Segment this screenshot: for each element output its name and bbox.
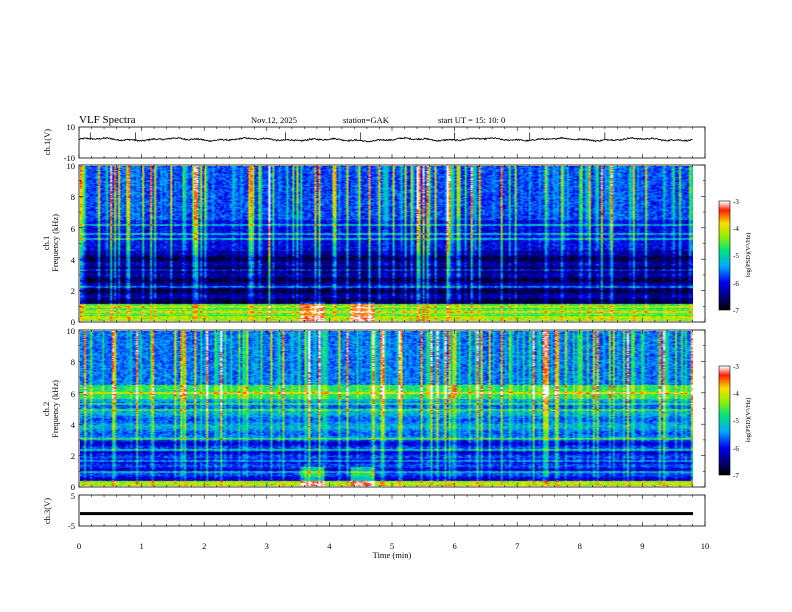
ch3-waveform-panel: 5 -5 ch.3(V) 0 1 2 3 4 5 6 7 8 9 10 Time… (42, 491, 709, 560)
ch2-spectrogram-panel: 0 2 4 6 8 10 ch.2 Frequency (kHz) (41, 326, 706, 492)
xtick-10: 10 (701, 541, 710, 551)
ch1-waveform-frame (78, 126, 706, 159)
xtick-9: 9 (640, 541, 644, 551)
ch1-ytick-10: 10 (67, 161, 76, 171)
ch2-cb-tick-m4: -4 (733, 390, 739, 398)
ch3-waveform-ylabel: ch.3(V) (42, 498, 52, 524)
start-ut-label: start UT = 15: 10: 0 (438, 115, 505, 125)
ch1-waveform-x-ticks (78, 127, 706, 158)
xtick-6: 6 (452, 541, 456, 551)
ch2-spectrogram-image (80, 331, 693, 486)
ch1-ytick-8: 8 (71, 192, 75, 202)
ch1-ytick-0: 0 (71, 317, 75, 327)
date-label: Nov.12, 2025 (251, 115, 297, 125)
ch1-waveform-panel: 10 -10 ch.1(V) (42, 122, 706, 163)
xtick-0: 0 (77, 541, 81, 551)
ch1-ytick-6: 6 (71, 224, 75, 234)
ch1-cb-tick-m3: -3 (733, 198, 739, 206)
ch2-cb-tick-m3: -3 (733, 363, 739, 371)
ch1-spectrogram-ylabel-channel: ch.1 (41, 236, 51, 250)
ch2-colorbar: -3 -4 -5 -6 -7 log(PSD)(V²/Hz) (718, 363, 752, 480)
ch1-waveform-ytick-bottom: -10 (64, 153, 75, 163)
ch2-spectrogram-y-ticks: 0 2 4 6 8 10 (67, 326, 76, 492)
xtick-3: 3 (265, 541, 269, 551)
xtick-4: 4 (327, 541, 332, 551)
ch2-ytick-6: 6 (71, 389, 75, 399)
ch3-waveform-ytick-bottom: -5 (68, 521, 75, 531)
ch1-spectrogram-ylabel-frequency: Frequency (kHz) (50, 214, 60, 272)
ch1-waveform-ylabel: ch.1(V) (42, 129, 52, 155)
station-label: station=GAK (343, 115, 390, 125)
ch1-spectrogram-y-ticks: 0 2 4 6 8 10 (67, 161, 76, 327)
ch1-cb-tick-m4: -4 (733, 225, 739, 233)
ch2-ytick-8: 8 (71, 357, 75, 367)
time-axis-label: Time (min) (373, 550, 412, 560)
ch2-cb-tick-m6: -6 (733, 445, 739, 453)
ch2-ytick-0: 0 (71, 482, 75, 492)
xtick-8: 8 (578, 541, 582, 551)
ch1-cb-tick-m6: -6 (733, 280, 739, 288)
ch2-spectrogram-ylabel-frequency: Frequency (kHz) (50, 380, 60, 438)
ch1-ytick-4: 4 (71, 255, 76, 265)
ch3-waveform-frame (78, 494, 706, 527)
ch3-waveform-trace (80, 512, 693, 516)
ch2-colorbar-frame (718, 365, 731, 476)
ch2-colorbar-gradient (719, 366, 730, 475)
ch2-cb-tick-m5: -5 (733, 417, 739, 425)
ch2-spectrogram-x-ticks (78, 330, 706, 487)
ch1-waveform-trace (78, 136, 693, 143)
ch2-ytick-10: 10 (67, 326, 76, 336)
ch1-ytick-2: 2 (71, 286, 75, 296)
ch1-cb-tick-m5: -5 (733, 252, 739, 260)
ch3-waveform-ytick-top: 5 (71, 491, 75, 501)
xtick-1: 1 (139, 541, 143, 551)
figure-title: VLF Spectra (79, 114, 136, 126)
ch1-colorbar-frame (718, 200, 731, 311)
xtick-5: 5 (390, 541, 394, 551)
ch1-spectrogram-panel: 0 2 4 6 8 10 ch.1 Frequency (kHz) (41, 161, 706, 327)
ch1-waveform-ytick-top: 10 (67, 122, 76, 132)
time-axis-tick-labels: 0 1 2 3 4 5 6 7 8 9 10 (77, 541, 709, 551)
xtick-2: 2 (202, 541, 206, 551)
ch1-spectrogram-x-ticks (78, 165, 706, 322)
ch2-ytick-4: 4 (71, 420, 76, 430)
ch1-waveform-spikes (89, 132, 606, 141)
ch2-colorbar-label: log(PSD)(V²/Hz) (745, 398, 752, 443)
ch2-cb-tick-m7: -7 (733, 472, 739, 480)
ch1-colorbar: -3 -4 -5 -6 -7 log(PSD)(V²/Hz) (718, 198, 752, 315)
ch1-colorbar-gradient (719, 201, 730, 310)
ch2-ytick-2: 2 (71, 451, 75, 461)
ch3-waveform-x-ticks (78, 495, 706, 526)
ch1-cb-tick-m7: -7 (733, 307, 739, 315)
xtick-7: 7 (515, 541, 519, 551)
ch1-colorbar-label: log(PSD)(V²/Hz) (745, 233, 752, 278)
ch1-spectrogram-image (80, 166, 693, 321)
ch2-spectrogram-ylabel-channel: ch.2 (41, 402, 51, 416)
